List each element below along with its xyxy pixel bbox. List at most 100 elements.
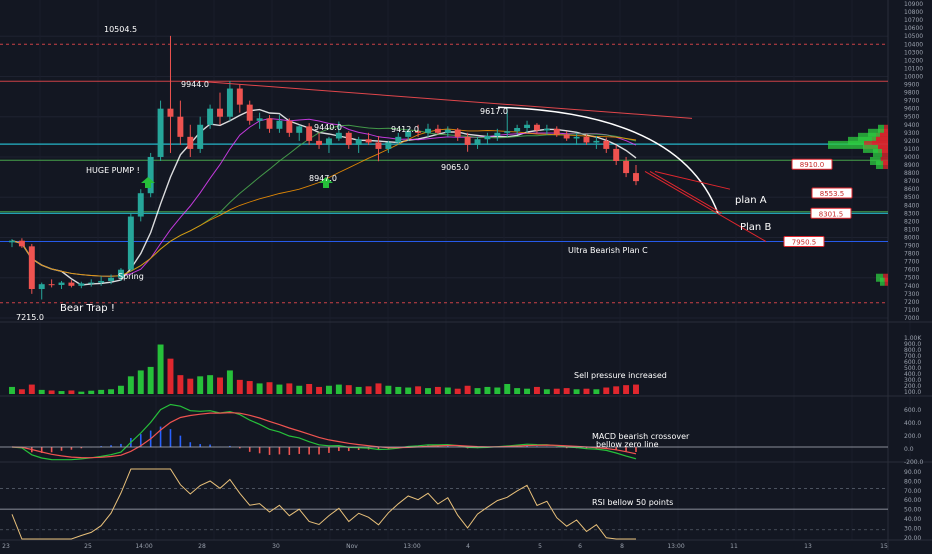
macd-histogram-bar [259,447,261,453]
candle-body [9,241,15,243]
volume-bar [316,387,322,394]
candle-body [138,193,144,216]
annotation-rsi: RSI bellow 50 points [592,498,673,507]
time-tick-label: 15 [880,543,888,550]
profile-bar-down [885,278,888,286]
candle-body [49,284,55,285]
price-label-9617: 9617.0 [480,107,508,116]
candle-body [494,133,500,136]
annotation-bear-trap: Bear Trap ! [60,303,115,314]
volume-bar [366,386,372,394]
volume-bar [504,384,510,394]
target-label: 8910.0 [800,161,825,169]
rsi-tick-label: 90.00 [904,469,921,476]
candle-body [168,109,174,117]
price-tick-label: 9900 [904,82,919,89]
candle-body [544,129,550,131]
macd-histogram-bar [199,444,201,447]
volume-bar [534,387,540,394]
volume-bar [296,386,302,394]
volume-bar [554,389,560,394]
volume-bar [494,388,500,394]
price-tick-label: 8800 [904,170,919,177]
macd-histogram-bar [51,447,53,452]
price-tick-label: 10800 [904,9,923,16]
price-tick-label: 9000 [904,154,919,161]
time-tick-label: 13:00 [403,543,420,550]
volume-bar [257,383,263,394]
volume-bar [247,381,253,394]
profile-bar-down [884,125,888,133]
profile-bar-up [878,125,884,133]
candle-body [385,142,391,148]
price-label-low: 7215.0 [16,313,44,322]
volume-bar [376,383,382,394]
volume-bar [177,375,183,394]
price-label-9412: 9412.0 [391,125,419,134]
candle-body [623,161,629,173]
candle-body [177,117,183,137]
macd-histogram-bar [338,447,340,451]
macd-tick-label: 400.0 [904,420,921,427]
candle-body [247,105,253,121]
candle-body [514,128,520,131]
annotation-macd-zero: bellow zero line [596,440,659,449]
volume-bar [603,388,609,394]
candle-body [197,125,203,149]
candle-body [88,283,94,284]
time-tick-label: 4 [466,543,470,550]
time-tick-label: 30 [272,543,280,550]
macd-histogram-bar [189,442,191,447]
price-tick-label: 7300 [904,291,919,298]
macd-histogram-bar [71,447,73,450]
price-tick-label: 10300 [904,49,923,56]
volume-bar [168,359,174,394]
macd-histogram-bar [279,447,281,454]
volume-bar [276,385,282,394]
candle-body [366,139,372,142]
volume-bar [613,386,619,394]
candle-body [78,283,84,285]
price-tick-label: 8300 [904,210,919,217]
candle-body [475,139,481,145]
macd-tick-label: 0.0 [904,446,914,453]
candle-body [326,138,332,144]
price-label-9440: 9440.0 [314,123,342,132]
candle-body [356,139,362,145]
candle-body [613,149,619,161]
volume-bar [385,386,391,394]
time-tick-label: 23 [2,543,10,550]
time-tick-label: 14:00 [135,543,152,550]
candle-body [504,131,510,133]
volume-bar [98,390,104,394]
volume-bar [9,387,15,394]
candle-body [98,281,104,283]
candle-body [306,126,312,140]
candle-body [534,125,540,131]
volume-bar [227,370,233,394]
price-tick-label: 10700 [904,17,923,24]
macd-histogram-bar [298,447,300,454]
candle-body [336,133,342,139]
price-tick-label: 9300 [904,130,919,137]
profile-bar-up [880,278,885,286]
volume-bar [514,388,520,394]
macd-histogram-bar [249,447,251,452]
time-tick-label: 6 [578,543,582,550]
macd-histogram-bar [318,447,320,454]
profile-bar-up [876,161,883,169]
price-tick-label: 10200 [904,57,923,64]
volume-bar [336,385,342,394]
volume-bar [484,387,490,394]
volume-bar [326,386,332,394]
candle-body [59,283,65,285]
candle-body [286,121,292,133]
price-tick-label: 8500 [904,194,919,201]
time-tick-label: 8 [620,543,624,550]
time-tick-label: 13:00 [667,543,684,550]
volume-bar [68,390,74,394]
volume-bar [207,375,213,394]
macd-histogram-bar [180,436,182,447]
